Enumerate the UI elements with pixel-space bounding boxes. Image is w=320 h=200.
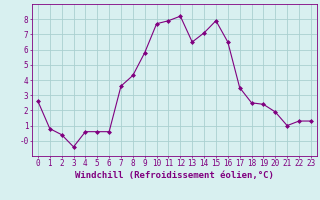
X-axis label: Windchill (Refroidissement éolien,°C): Windchill (Refroidissement éolien,°C) xyxy=(75,171,274,180)
